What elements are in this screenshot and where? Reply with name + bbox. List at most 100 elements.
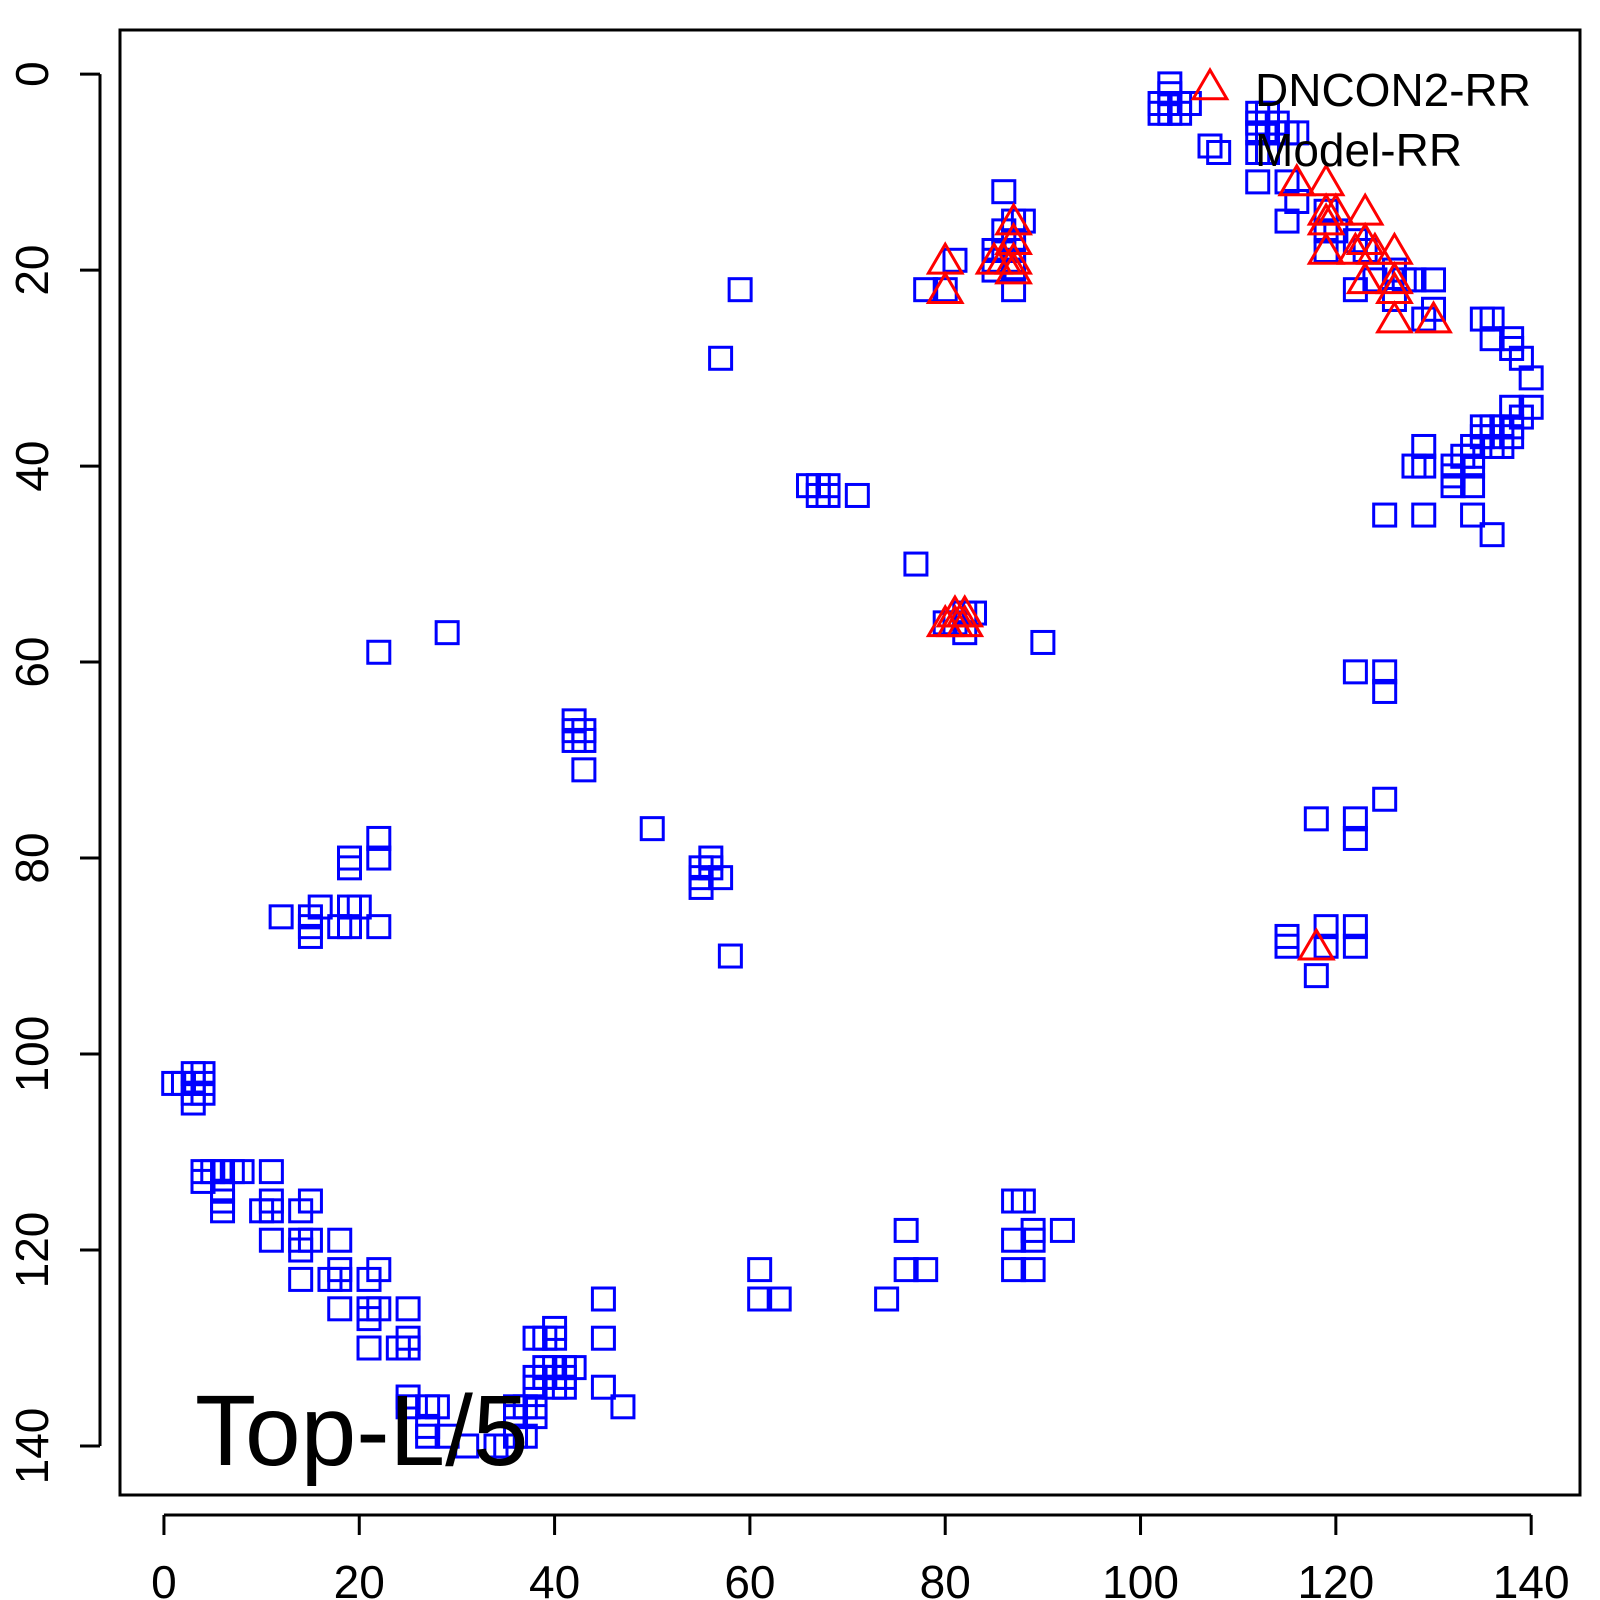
model-rr-point	[1049, 1217, 1075, 1243]
dncon2-rr-point	[994, 251, 1033, 285]
dncon2-rr-point	[945, 603, 985, 638]
dncon2-rr-point	[1277, 162, 1317, 197]
model-rr-point	[1460, 473, 1486, 499]
model-rr-point	[815, 482, 841, 508]
y-tick-label: 80	[6, 832, 58, 883]
y-tick-label: 40	[6, 440, 58, 491]
model-rr-point	[590, 1374, 616, 1400]
model-rr-point	[366, 845, 392, 871]
model-rr-point	[1372, 659, 1398, 685]
model-rr-point	[844, 482, 870, 508]
model-rr-point	[366, 639, 392, 665]
model-rr-point	[1489, 433, 1515, 459]
model-rr-point	[1313, 933, 1339, 959]
model-rr-point	[1372, 786, 1398, 812]
model-rr-point	[1020, 1227, 1046, 1253]
model-rr-series	[161, 71, 1544, 1459]
dncon2-rr-point	[994, 241, 1033, 275]
model-rr-point	[356, 1335, 382, 1361]
model-rr-point	[1411, 453, 1437, 479]
model-rr-point	[903, 551, 929, 577]
x-tick-label: 140	[1493, 1556, 1570, 1600]
plot-frame	[118, 28, 1582, 1497]
model-rr-point	[1381, 286, 1407, 312]
model-rr-point	[1440, 473, 1466, 499]
model-rr-point	[1460, 502, 1486, 528]
model-rr-point	[542, 1315, 568, 1341]
model-rr-point	[1342, 825, 1368, 851]
y-tick-label: 0	[6, 61, 58, 87]
dncon2-rr-point	[1335, 231, 1375, 265]
model-rr-point	[708, 345, 734, 371]
model-rr-point	[688, 874, 714, 900]
model-rr-point	[395, 1325, 421, 1351]
model-rr-point	[258, 1159, 284, 1185]
model-rr-point	[229, 1159, 255, 1185]
model-rr-point	[766, 1286, 792, 1312]
model-rr-point	[1479, 306, 1505, 332]
model-rr-point	[415, 1423, 441, 1449]
model-rr-point	[1421, 296, 1447, 322]
legend-triangle-marker	[1190, 67, 1230, 101]
model-rr-point	[268, 904, 294, 930]
dncon2-rr-point	[1345, 192, 1385, 226]
model-rr-point	[747, 1257, 773, 1283]
model-rr-point	[893, 1217, 919, 1243]
dncon2-rr-point	[1414, 300, 1453, 334]
model-rr-point	[336, 855, 362, 881]
model-rr-point	[1010, 1188, 1036, 1214]
model-rr-point	[1303, 806, 1329, 832]
model-rr-point	[288, 1266, 314, 1292]
y-tick-label: 120	[6, 1212, 58, 1289]
model-rr-point	[297, 1188, 323, 1214]
model-rr-point	[590, 1325, 616, 1351]
legend-square-marker	[1197, 133, 1223, 159]
model-rr-point	[1411, 433, 1437, 459]
model-rr-point	[874, 1286, 900, 1312]
dncon2-rr-point	[1375, 260, 1414, 295]
model-rr-point	[1274, 933, 1300, 959]
model-rr-point	[571, 757, 597, 783]
model-rr-point	[1518, 365, 1544, 391]
x-tick-label: 40	[529, 1556, 580, 1600]
model-rr-point	[297, 923, 323, 949]
model-rr-point	[1479, 522, 1505, 548]
model-rr-point	[288, 1237, 314, 1263]
dncon2-rr-point	[1345, 260, 1385, 295]
model-rr-point	[1372, 502, 1398, 528]
model-rr-point	[991, 179, 1017, 205]
model-rr-point	[551, 1374, 577, 1400]
model-rr-point	[1030, 629, 1056, 655]
model-rr-point	[1313, 914, 1339, 940]
model-rr-point	[1411, 502, 1437, 528]
model-rr-point	[942, 247, 968, 273]
model-rr-point	[747, 1286, 773, 1312]
model-rr-point	[327, 1257, 353, 1283]
x-tick-label: 100	[1102, 1556, 1179, 1600]
model-rr-point	[1274, 208, 1300, 234]
model-rr-point	[639, 816, 665, 842]
y-tick-label: 100	[6, 1016, 58, 1093]
y-tick-label: 140	[6, 1408, 58, 1485]
x-axis: 0 20 40 60 80 100 120 140	[151, 1513, 1570, 1600]
model-rr-point	[327, 1296, 353, 1322]
model-rr-point	[727, 277, 753, 303]
annotation-top-l5: Top-L/5	[195, 1375, 529, 1487]
model-rr-point	[522, 1404, 548, 1430]
x-tick-label: 20	[334, 1556, 385, 1600]
model-rr-point	[327, 1227, 353, 1253]
model-rr-point	[893, 1257, 919, 1283]
x-tick-label: 80	[920, 1556, 971, 1600]
model-rr-point	[1001, 1257, 1027, 1283]
model-rr-point	[210, 1198, 236, 1224]
model-rr-point	[258, 1227, 284, 1253]
dncon2-rr-point	[1355, 231, 1395, 265]
dncon2-rr-point	[945, 594, 985, 628]
model-rr-point	[1001, 277, 1027, 303]
model-rr-point	[1342, 914, 1368, 940]
model-rr-point	[1342, 933, 1368, 959]
dncon2-rr-series	[925, 162, 1453, 961]
model-rr-point	[1284, 120, 1310, 146]
dncon2-rr-point	[1296, 927, 1336, 961]
model-rr-point	[1460, 453, 1486, 479]
